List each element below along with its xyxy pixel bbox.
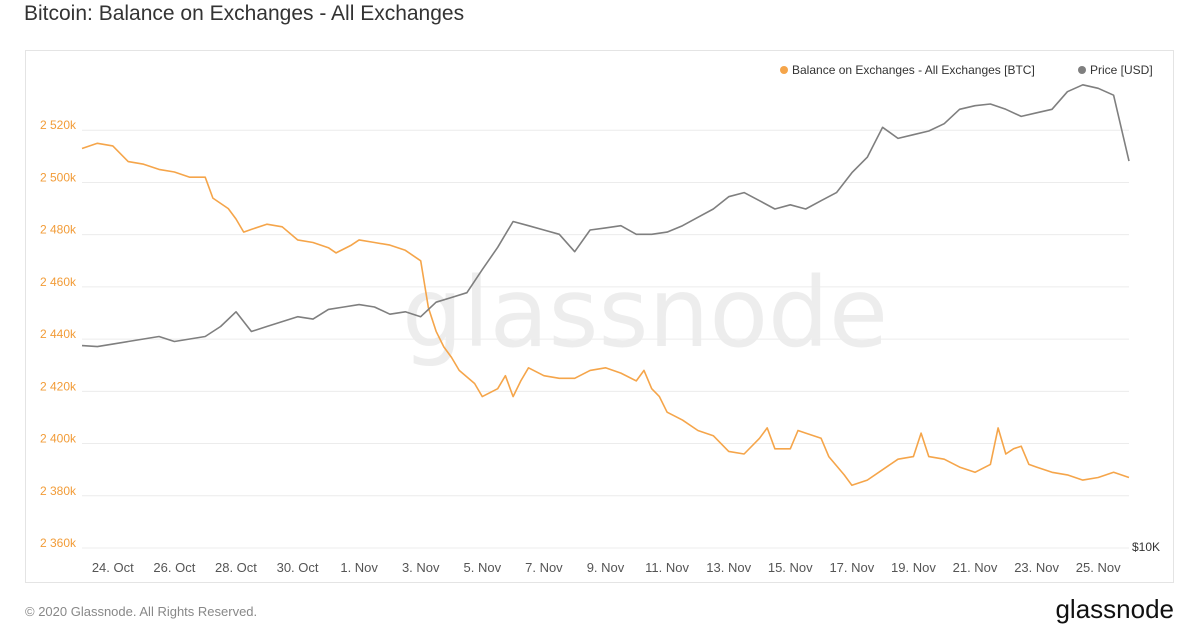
legend-label-price[interactable]: Price [USD] <box>1090 63 1153 77</box>
y-axis-right-tick: $10K <box>1132 540 1160 554</box>
page-title: Bitcoin: Balance on Exchanges - All Exch… <box>24 2 465 25</box>
x-tick-label: 1. Nov <box>340 560 378 575</box>
footer-copyright: © 2020 Glassnode. All Rights Reserved. <box>25 604 258 619</box>
y-tick-label: 2 440k <box>40 327 77 341</box>
x-tick-label: 19. Nov <box>891 560 936 575</box>
gridlines <box>82 129 1129 549</box>
x-tick-label: 17. Nov <box>829 560 874 575</box>
x-tick-label: 21. Nov <box>953 560 998 575</box>
x-tick-label: 11. Nov <box>645 560 689 575</box>
footer-logo: glassnode <box>1055 594 1174 624</box>
watermark: glassnode <box>402 257 888 369</box>
x-tick-label: 30. Oct <box>277 560 319 575</box>
x-tick-label: 3. Nov <box>402 560 440 575</box>
chart-panel: glassnode 2 360k 2 380k 2 400k 2 420k 2 440k… <box>25 50 1174 583</box>
legend-marker-balance <box>780 66 788 74</box>
x-tick-label: 28. Oct <box>215 560 257 575</box>
series-lines <box>81 84 1130 487</box>
y-tick-label: 2 400k <box>40 432 77 446</box>
x-tick-label: 5. Nov <box>464 560 502 575</box>
x-tick-label: 13. Nov <box>706 560 751 575</box>
x-tick-label: 25. Nov <box>1076 560 1121 575</box>
x-tick-label: 7. Nov <box>525 560 563 575</box>
y-tick-label: 2 360k <box>40 536 77 550</box>
y-tick-label: 2 480k <box>40 223 77 237</box>
legend: Balance on Exchanges - All Exchanges [BT… <box>780 63 1153 77</box>
y-tick-label: 2 420k <box>40 379 77 393</box>
y-tick-label: 2 380k <box>40 484 77 498</box>
y-tick-label: 2 500k <box>40 170 77 184</box>
x-tick-label: 15. Nov <box>768 560 813 575</box>
y-axis-left: 2 360k 2 380k 2 400k 2 420k 2 440k 2 460k 2 48… <box>40 118 77 550</box>
line-chart: glassnode 2 360k 2 380k 2 400k 2 420k 2 440k… <box>40 63 1160 575</box>
legend-label-balance[interactable]: Balance on Exchanges - All Exchanges [BT… <box>792 63 1035 77</box>
x-tick-label: 23. Nov <box>1014 560 1059 575</box>
series-line-balance <box>81 142 1130 487</box>
y-tick-label: 2 460k <box>40 275 77 289</box>
x-tick-label: 24. Oct <box>92 560 134 575</box>
y-tick-label: 2 520k <box>40 118 77 132</box>
legend-marker-price <box>1078 66 1086 74</box>
x-tick-label: 9. Nov <box>587 560 625 575</box>
x-axis: 24. Oct 26. Oct 28. Oct 30. Oct 1. Nov 3. Nov… <box>92 560 1121 575</box>
series-line-price <box>81 84 1130 348</box>
x-tick-label: 26. Oct <box>153 560 195 575</box>
